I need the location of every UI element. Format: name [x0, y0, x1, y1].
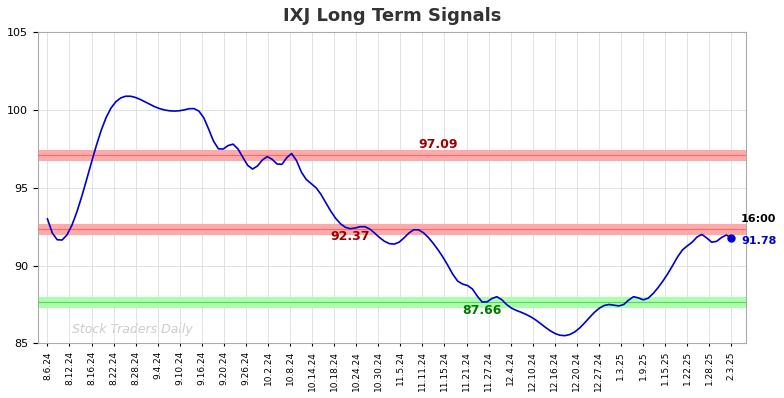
Text: 97.09: 97.09: [419, 138, 458, 150]
Text: 16:00: 16:00: [741, 214, 776, 224]
Text: Stock Traders Daily: Stock Traders Daily: [72, 323, 193, 336]
Text: 87.66: 87.66: [463, 304, 502, 316]
Text: 91.78: 91.78: [741, 236, 776, 246]
Title: IXJ Long Term Signals: IXJ Long Term Signals: [282, 7, 501, 25]
Text: 92.37: 92.37: [331, 230, 370, 243]
